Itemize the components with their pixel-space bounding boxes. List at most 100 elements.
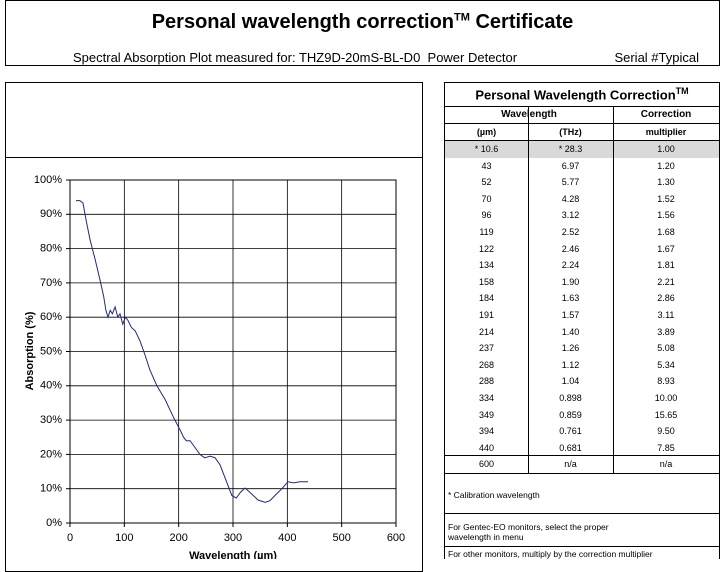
x-tick-label: 200: [169, 532, 187, 544]
table-cell: 8.93: [657, 376, 675, 387]
table-cell: 2.21: [657, 276, 675, 287]
rule: [445, 546, 719, 547]
chart: Absorption (%) Wavelength (µm) 0% 10% 20% 3…: [24, 174, 405, 559]
y-tick-label: 40%: [40, 380, 62, 392]
table-cell: 6.97: [561, 160, 580, 171]
table-cell: 1.81: [657, 260, 675, 271]
table-cell: 394: [478, 426, 495, 437]
table-cell: 1.63: [561, 293, 580, 304]
page: Personal wavelength correctionTM Certifi…: [5, 0, 720, 572]
table-cell: 1.90: [561, 276, 580, 287]
header-correction: Correction: [640, 109, 692, 120]
table-title-text: Personal Wavelength Correction: [475, 87, 676, 103]
rule: [445, 455, 719, 457]
table-cell: 3.89: [657, 326, 675, 337]
table-cell: 184: [478, 293, 495, 304]
table-cell: 2.52: [561, 227, 580, 237]
table-cell: 1.20: [657, 160, 675, 171]
table-cell: 43: [481, 160, 492, 171]
table-cell: 1.68: [657, 227, 675, 237]
absorption-line: [76, 200, 308, 503]
plot-divider: [5, 157, 423, 158]
table-cell: 3.12: [561, 210, 580, 221]
y-tick-label: 50%: [40, 345, 62, 357]
rule: [445, 123, 719, 124]
table-cell: 158: [478, 276, 495, 287]
table-cell: 9.50: [657, 426, 675, 437]
x-tick-label: 300: [224, 532, 242, 544]
note: For other monitors, multiply by the corr…: [448, 549, 653, 559]
table-cell: 334: [478, 393, 495, 403]
y-tick-label: 100%: [34, 174, 62, 186]
table-title-mark: TM: [675, 86, 689, 96]
table-cell: 0.761: [559, 426, 582, 437]
rule: [445, 513, 719, 514]
header-unit: multiplier: [645, 127, 687, 137]
x-tick-label: 0: [67, 532, 73, 544]
subtitle: Spectral Absorption Plot measured for: T…: [73, 50, 518, 65]
table-cell: n/a: [659, 459, 673, 470]
table-cell: 1.26: [561, 343, 580, 354]
table-cell: 1.04: [561, 376, 580, 387]
table-cell: * 10.6: [474, 144, 499, 154]
table-cell: 5.34: [657, 359, 675, 370]
correction-table: Personal Wavelength CorrectionTM Waveleng…: [444, 82, 720, 559]
x-tick-label: 100: [115, 532, 133, 544]
x-axis-label: Wavelength (µm): [189, 550, 277, 559]
column-rule: [613, 107, 614, 123]
rule: [445, 106, 719, 107]
table-cell: 122: [478, 243, 495, 254]
serial: Serial #Typical: [614, 50, 699, 65]
table-cell: 52: [481, 177, 492, 188]
header-unit: (µm): [476, 127, 497, 137]
table-cell: 1.57: [561, 310, 580, 320]
table-cell: 0.681: [559, 442, 582, 453]
y-tick-label: 20%: [40, 448, 62, 460]
table-cell: 1.40: [561, 326, 580, 337]
y-tick-label: 0%: [46, 517, 62, 529]
table-cell: 7.85: [657, 442, 675, 453]
title-suffix: Certificate: [475, 11, 574, 33]
table-cell: 15.65: [654, 409, 678, 420]
table-cell: 3.11: [657, 310, 675, 320]
table-title: Personal Wavelength CorrectionTM: [445, 86, 719, 102]
table-cell: 0.898: [559, 393, 582, 403]
table-cell: 5.08: [657, 343, 675, 354]
table-cell: 268: [478, 359, 495, 370]
table-cell: 5.77: [561, 177, 580, 188]
table-cell: 600: [478, 459, 495, 470]
column-rule: [528, 107, 529, 473]
x-tick-label: 600: [387, 532, 405, 544]
header-unit: (THz): [559, 127, 582, 137]
table-cell: 4.28: [561, 193, 580, 204]
table-cell: 134: [478, 260, 495, 271]
table-cell: 119: [479, 227, 494, 237]
y-tick-label: 90%: [40, 208, 62, 220]
y-tick-label: 10%: [40, 483, 62, 495]
table-cell: 96: [481, 210, 492, 221]
rule: [445, 473, 719, 474]
y-tick-label: 30%: [40, 414, 62, 426]
table-cell: 2.46: [561, 243, 580, 254]
header-wavelength: Wavelength: [501, 109, 557, 120]
table-cell: n/a: [564, 459, 577, 470]
note: For Gentec-EO monitors, select the prope…: [448, 522, 609, 542]
table-cell: 349: [478, 409, 495, 420]
table-cell: 70: [481, 193, 492, 204]
y-tick-label: 70%: [40, 277, 62, 289]
note: * Calibration wavelength: [448, 490, 540, 500]
y-axis-label: Absorption (%): [24, 311, 36, 390]
y-tick-label: 80%: [40, 243, 62, 255]
y-tick-label: 60%: [40, 311, 62, 323]
header-box: Personal wavelength correctionTM Certifi…: [5, 0, 720, 66]
table-cell: 237: [478, 343, 495, 354]
x-tick-label: 400: [278, 532, 296, 544]
table-cell: * 28.3: [558, 144, 583, 154]
table-cell: 1.30: [657, 177, 675, 188]
row-highlight: [445, 141, 719, 158]
title-line: Personal wavelength correctionTM Certifi…: [6, 11, 719, 34]
table-cell: 10.00: [654, 393, 678, 403]
table-cell: 0.859: [559, 409, 582, 420]
table-cell: 1.67: [657, 243, 675, 254]
column-rule: [613, 107, 614, 473]
